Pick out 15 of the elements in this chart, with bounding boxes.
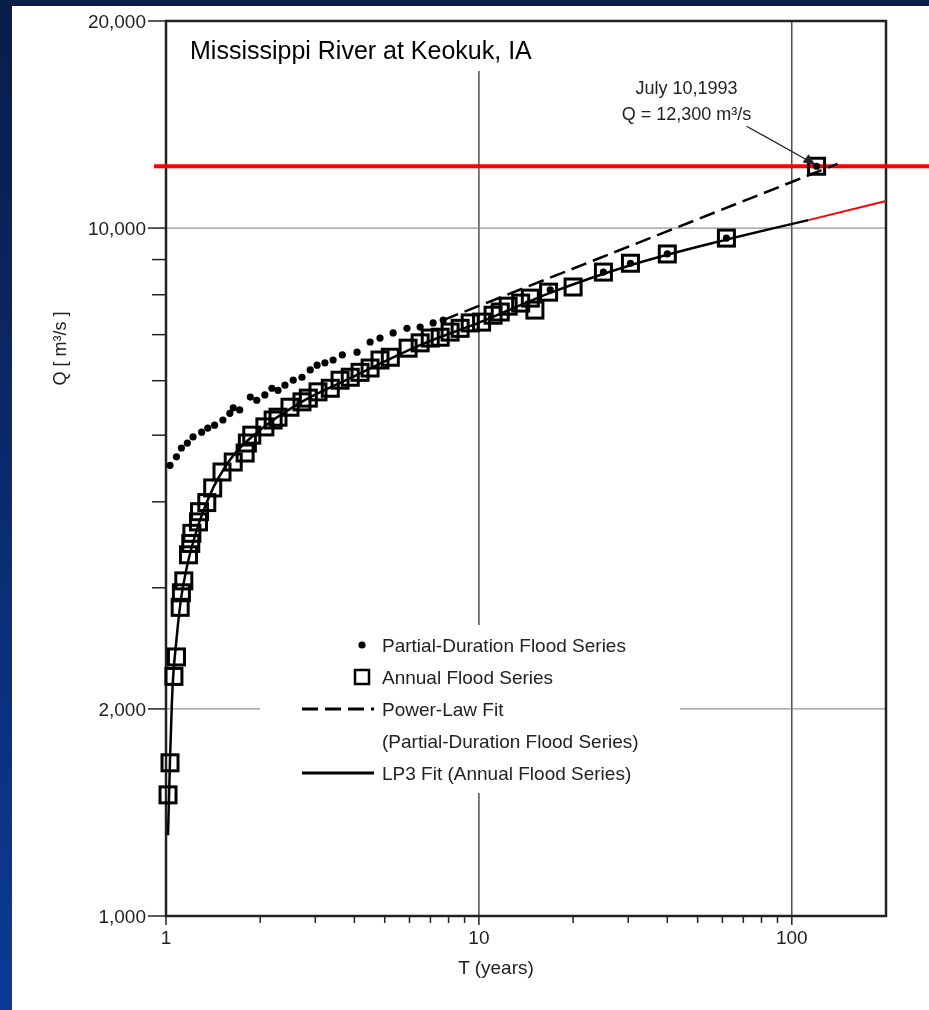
legend-label: Partial-Duration Flood Series — [382, 634, 626, 656]
x-tick-label: 1 — [160, 927, 172, 948]
y-tick-label: 20,000 — [87, 10, 146, 32]
x-tick-label: 100 — [775, 927, 808, 948]
legend-label: Power-Law Fit (Partial-Duration Flood Series) — [382, 698, 639, 752]
y-tick-label: 2,000 — [98, 698, 146, 720]
x-axis-title: T (years) — [458, 957, 534, 978]
annotation: July 10,1993 Q = 12,300 m³/s — [621, 78, 752, 125]
y-tick-label: 10,000 — [87, 217, 146, 239]
text: Mississippi River at Keokuk, IA — [190, 36, 533, 64]
legend-label: LP3 Fit (Annual Flood Series) — [382, 762, 632, 784]
legend-label: Annual Flood Series — [382, 666, 554, 688]
y-tick-label: 1,000 — [98, 905, 146, 927]
y-axis-title: Q [ m³/s ] — [50, 311, 70, 386]
x-tick-label: 10 — [468, 927, 490, 948]
